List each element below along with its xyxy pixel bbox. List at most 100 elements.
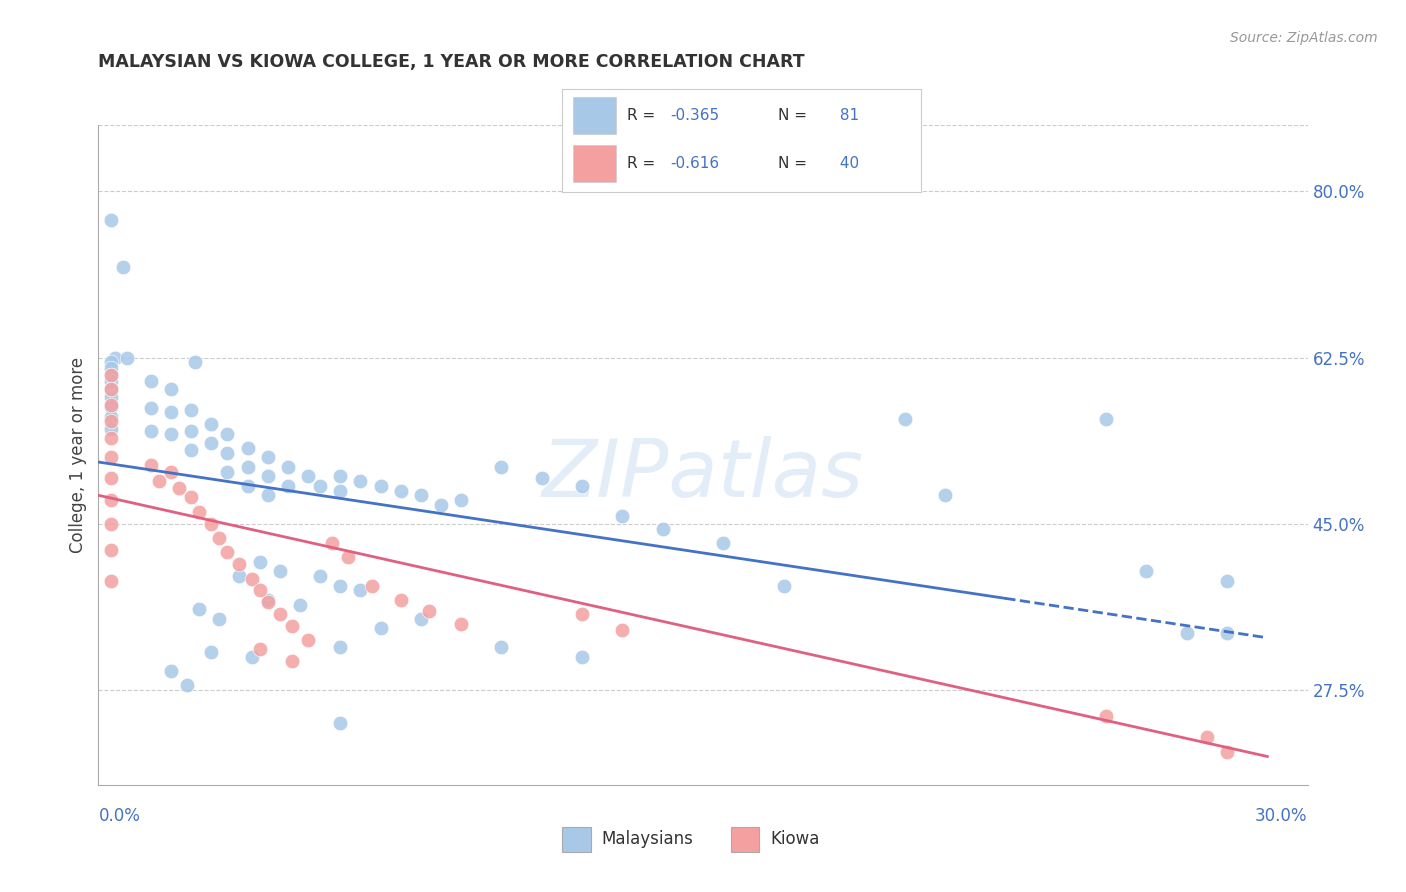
- Point: [184, 355, 207, 369]
- Text: R =: R =: [627, 155, 659, 170]
- Point: [228, 569, 250, 583]
- Point: [100, 414, 122, 428]
- Point: [281, 655, 304, 669]
- Point: [612, 623, 634, 637]
- Point: [100, 431, 122, 445]
- Text: Kiowa: Kiowa: [770, 830, 820, 848]
- Point: [409, 612, 432, 626]
- Point: [349, 583, 371, 598]
- Point: [612, 509, 634, 524]
- Point: [389, 592, 412, 607]
- Point: [329, 640, 352, 655]
- Point: [329, 483, 352, 498]
- Point: [228, 557, 250, 571]
- Point: [100, 382, 122, 396]
- Y-axis label: College, 1 year or more: College, 1 year or more: [69, 357, 87, 553]
- Point: [160, 426, 183, 441]
- Point: [100, 382, 122, 396]
- Point: [217, 445, 239, 459]
- Point: [103, 351, 125, 365]
- Point: [100, 361, 122, 376]
- Point: [1195, 731, 1218, 745]
- Text: R =: R =: [627, 108, 659, 123]
- Point: [256, 595, 278, 609]
- Point: [450, 616, 472, 631]
- Point: [217, 426, 239, 441]
- Point: [297, 632, 319, 647]
- Point: [329, 578, 352, 592]
- Point: [200, 645, 222, 659]
- Point: [240, 572, 263, 586]
- Point: [100, 368, 122, 382]
- Point: [100, 493, 122, 508]
- Text: Source: ZipAtlas.com: Source: ZipAtlas.com: [1230, 31, 1378, 45]
- Point: [100, 212, 122, 227]
- Point: [256, 450, 278, 465]
- Point: [337, 549, 360, 564]
- Point: [349, 474, 371, 488]
- Point: [491, 459, 513, 474]
- Point: [240, 649, 263, 664]
- Point: [249, 642, 271, 657]
- Point: [249, 555, 271, 569]
- Point: [297, 469, 319, 483]
- Point: [1135, 564, 1157, 578]
- Point: [571, 479, 593, 493]
- Point: [100, 543, 122, 558]
- Point: [711, 535, 734, 549]
- Point: [100, 450, 122, 465]
- Point: [200, 417, 222, 431]
- Point: [200, 516, 222, 531]
- Point: [329, 716, 352, 731]
- Point: [370, 621, 392, 635]
- Point: [100, 471, 122, 485]
- Point: [100, 391, 122, 405]
- Point: [100, 574, 122, 588]
- Point: [160, 465, 183, 479]
- Point: [236, 479, 259, 493]
- Point: [236, 441, 259, 455]
- Point: [180, 442, 202, 457]
- Point: [1175, 626, 1198, 640]
- Point: [277, 459, 299, 474]
- Point: [418, 604, 440, 618]
- Point: [100, 374, 122, 388]
- Point: [148, 474, 170, 488]
- Point: [1095, 708, 1118, 723]
- Text: 40: 40: [835, 155, 859, 170]
- Point: [139, 424, 162, 438]
- Point: [1216, 574, 1239, 588]
- Point: [139, 374, 162, 388]
- Text: N =: N =: [778, 155, 811, 170]
- Point: [188, 602, 211, 616]
- Point: [269, 607, 291, 621]
- Point: [100, 400, 122, 414]
- Point: [256, 469, 278, 483]
- Point: [309, 569, 332, 583]
- Text: 0.0%: 0.0%: [98, 807, 141, 825]
- Point: [111, 260, 134, 275]
- Point: [236, 459, 259, 474]
- Point: [180, 490, 202, 504]
- Point: [1216, 626, 1239, 640]
- Point: [180, 424, 202, 438]
- Point: [100, 410, 122, 425]
- Point: [269, 564, 291, 578]
- Point: [100, 516, 122, 531]
- Point: [893, 412, 915, 426]
- Point: [288, 598, 311, 612]
- Point: [200, 436, 222, 450]
- Text: 81: 81: [835, 108, 859, 123]
- Point: [208, 612, 231, 626]
- Point: [100, 368, 122, 382]
- Point: [160, 382, 183, 396]
- Point: [321, 535, 343, 549]
- Point: [176, 678, 198, 692]
- Point: [571, 607, 593, 621]
- Point: [370, 479, 392, 493]
- Point: [277, 479, 299, 493]
- Point: [530, 471, 553, 485]
- Point: [651, 522, 673, 536]
- Text: ZIPatlas: ZIPatlas: [541, 435, 865, 514]
- Point: [115, 351, 138, 365]
